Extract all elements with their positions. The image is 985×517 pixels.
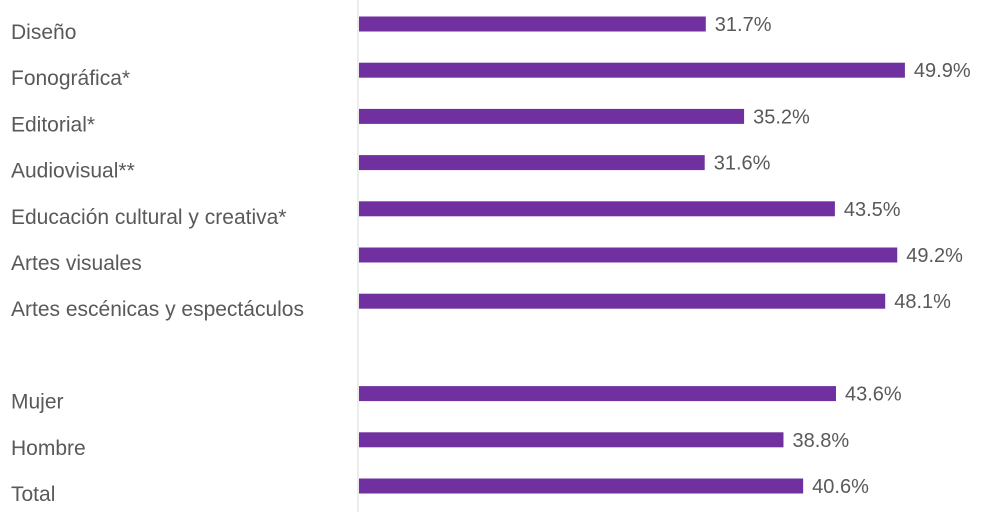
bar — [359, 62, 905, 78]
value-label: 43.5% — [844, 199, 901, 221]
category-label: Audiovisual** — [11, 160, 135, 183]
value-label: 49.9% — [914, 60, 971, 82]
data-labels: 31.7% 49.9% 35.2% 31.6% 43.5% 49.2% 48.1% 43.6%… — [714, 14, 971, 498]
bar — [359, 386, 836, 402]
bar — [359, 432, 784, 448]
value-label: 38.8% — [792, 430, 849, 452]
bar — [359, 201, 835, 217]
category-label: Total — [11, 483, 55, 506]
bar — [359, 108, 745, 124]
bar — [359, 16, 706, 32]
category-label: Artes visuales — [11, 252, 142, 275]
category-label: Diseño — [11, 21, 76, 44]
category-label: Mujer — [11, 391, 64, 414]
category-label: Fonográfica* — [11, 67, 130, 90]
bar — [359, 478, 804, 494]
value-label: 31.7% — [715, 14, 772, 36]
bar — [359, 293, 886, 309]
category-labels: Diseño Fonográfica* Editorial* Audiovisual*… — [11, 21, 304, 506]
category-label: Artes escénicas y espectáculos — [11, 298, 304, 321]
value-label: 31.6% — [714, 153, 771, 175]
value-label: 48.1% — [894, 291, 951, 313]
bar — [359, 247, 898, 263]
value-label: 49.2% — [906, 245, 963, 267]
category-label: Educación cultural y creativa* — [11, 206, 286, 229]
category-label: Editorial* — [11, 113, 95, 136]
value-label: 43.6% — [845, 384, 902, 406]
value-label: 35.2% — [753, 106, 810, 128]
bar — [359, 155, 705, 171]
category-label: Hombre — [11, 437, 86, 460]
value-label: 40.6% — [812, 476, 869, 498]
bars — [359, 16, 905, 494]
